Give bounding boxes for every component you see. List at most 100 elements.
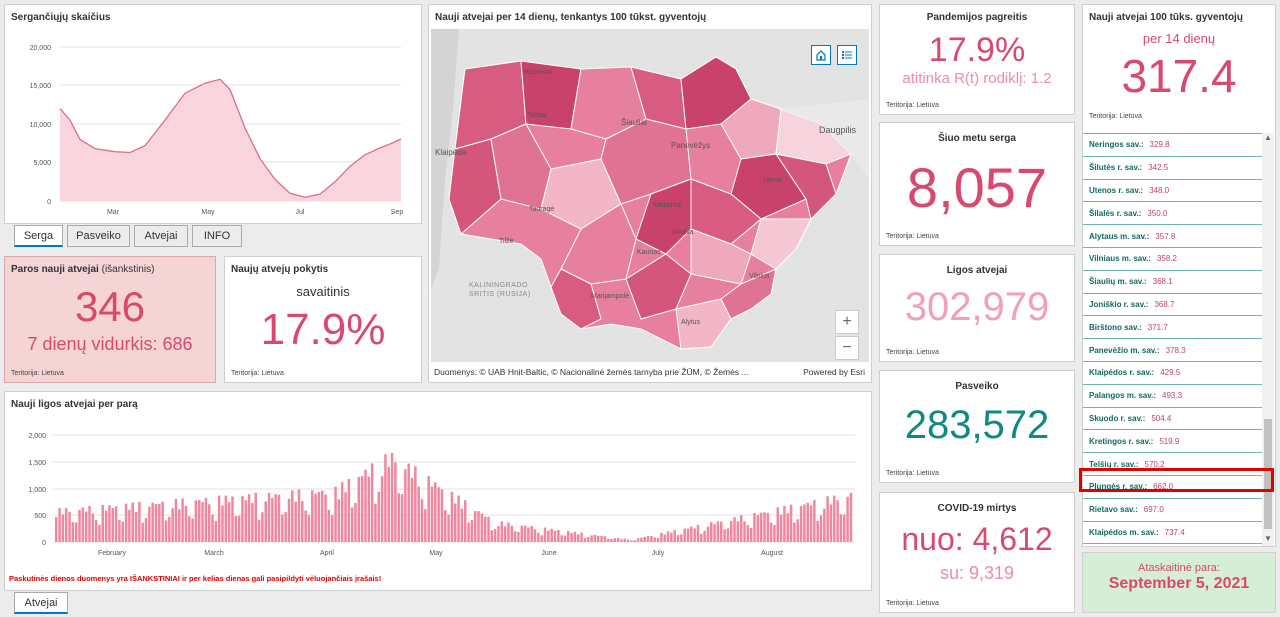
daily-bar[interactable] — [829, 504, 833, 542]
daily-bar[interactable] — [124, 503, 128, 542]
daily-bar[interactable] — [463, 500, 467, 542]
daily-bar[interactable] — [477, 511, 480, 542]
daily-bar[interactable] — [224, 495, 228, 542]
daily-bar[interactable] — [427, 476, 430, 542]
daily-bar[interactable] — [670, 532, 673, 542]
daily-bar[interactable] — [789, 504, 793, 542]
daily-bar[interactable] — [261, 512, 264, 542]
daily-bar[interactable] — [503, 526, 507, 542]
daily-bar[interactable] — [98, 524, 101, 542]
daily-bar[interactable] — [287, 498, 291, 542]
daily-bar[interactable] — [573, 531, 577, 542]
municipality-row[interactable]: Palangos m. sav.: 493.3 — [1083, 385, 1263, 408]
daily-bar[interactable] — [686, 528, 690, 542]
municipality-row[interactable]: Joniškio r. sav.: 368.7 — [1083, 294, 1263, 317]
daily-bar[interactable] — [836, 500, 839, 542]
daily-bar[interactable] — [813, 499, 816, 542]
municipality-row[interactable]: Birštono sav.: 371.7 — [1083, 316, 1263, 340]
daily-bar[interactable] — [693, 528, 696, 542]
municipality-row[interactable]: Neringos sav.: 329.8 — [1083, 134, 1263, 157]
daily-bar[interactable] — [337, 499, 341, 542]
daily-bar[interactable] — [610, 538, 613, 542]
daily-bar[interactable] — [517, 532, 520, 542]
daily-bar[interactable] — [783, 505, 786, 542]
legend-button[interactable] — [837, 45, 857, 65]
daily-bar[interactable] — [660, 532, 663, 542]
daily-bar[interactable] — [204, 497, 208, 542]
daily-bar[interactable] — [550, 528, 553, 542]
tab-info[interactable]: INFO — [192, 225, 242, 247]
daily-bar[interactable] — [407, 463, 410, 542]
daily-bar[interactable] — [424, 509, 427, 542]
daily-bar[interactable] — [454, 503, 457, 542]
daily-bar[interactable] — [826, 496, 829, 542]
daily-bar[interactable] — [650, 536, 653, 542]
daily-bar[interactable] — [799, 506, 803, 542]
daily-bar[interactable] — [497, 525, 500, 542]
daily-bar[interactable] — [304, 510, 307, 542]
daily-bar[interactable] — [377, 491, 381, 542]
daily-bar[interactable] — [600, 535, 603, 542]
daily-bar[interactable] — [706, 526, 710, 542]
daily-bar[interactable] — [414, 466, 417, 542]
daily-bar[interactable] — [483, 516, 487, 542]
daily-bar[interactable] — [766, 512, 770, 542]
daily-bar[interactable] — [101, 504, 105, 542]
daily-bar[interactable] — [257, 519, 261, 542]
daily-bar[interactable] — [563, 535, 567, 542]
daily-bar[interactable] — [207, 504, 211, 542]
home-button[interactable] — [811, 45, 831, 65]
daily-bar[interactable] — [849, 492, 853, 542]
daily-bar[interactable] — [530, 525, 533, 542]
municipality-row[interactable]: Skuodo r. sav.: 504.4 — [1083, 408, 1263, 431]
municipality-row[interactable]: Panevėžio m. sav.: 378.3 — [1083, 339, 1263, 362]
daily-bar[interactable] — [317, 492, 321, 542]
daily-bar[interactable] — [700, 533, 703, 542]
daily-bar[interactable] — [759, 512, 763, 542]
daily-bar[interactable] — [174, 498, 178, 542]
daily-bar[interactable] — [251, 502, 254, 542]
daily-bar[interactable] — [796, 519, 799, 542]
municipality-row[interactable]: Utenos r. sav.: 348.0 — [1083, 180, 1263, 203]
daily-bar[interactable] — [646, 535, 650, 542]
daily-bar[interactable] — [271, 497, 274, 542]
daily-bar[interactable] — [360, 476, 364, 542]
daily-bar[interactable] — [543, 527, 547, 542]
daily-bar[interactable] — [71, 522, 75, 542]
daily-bar[interactable] — [567, 531, 570, 542]
daily-bar[interactable] — [158, 504, 161, 542]
daily-bar[interactable] — [710, 522, 713, 542]
daily-bar[interactable] — [297, 489, 301, 542]
daily-bar[interactable] — [134, 512, 138, 542]
daily-bar[interactable] — [733, 517, 736, 542]
municipality-list[interactable]: Neringos sav.: 329.8 Šilutės r. sav.: 342.5… — [1083, 133, 1263, 544]
daily-bar[interactable] — [347, 479, 351, 542]
daily-bar[interactable] — [593, 534, 597, 542]
daily-bar[interactable] — [171, 508, 174, 542]
daily-bar[interactable] — [473, 511, 477, 542]
scrollbar-up-arrow[interactable]: ▲ — [1264, 133, 1272, 142]
daily-bar[interactable] — [487, 516, 490, 542]
daily-bar[interactable] — [64, 508, 68, 542]
daily-bar[interactable] — [606, 539, 610, 542]
daily-bar[interactable] — [729, 520, 733, 542]
daily-bar[interactable] — [470, 520, 474, 542]
daily-bar[interactable] — [141, 522, 144, 542]
daily-bar[interactable] — [560, 535, 563, 542]
daily-bar[interactable] — [364, 469, 367, 542]
daily-bar[interactable] — [819, 515, 823, 542]
daily-bar[interactable] — [164, 520, 168, 542]
daily-bar[interactable] — [430, 486, 434, 542]
daily-bar[interactable] — [553, 530, 557, 542]
zoom-in-button[interactable]: + — [835, 310, 859, 334]
daily-bar[interactable] — [626, 539, 630, 542]
daily-bar[interactable] — [570, 532, 573, 542]
daily-bar[interactable] — [404, 469, 407, 542]
daily-bar[interactable] — [736, 521, 740, 542]
municipality-row[interactable]: Kretingos r. sav.: 519.9 — [1083, 430, 1263, 454]
daily-bar[interactable] — [264, 501, 267, 542]
daily-bar[interactable] — [234, 516, 238, 542]
daily-bar[interactable] — [763, 512, 766, 542]
daily-bar[interactable] — [131, 502, 134, 542]
tab-serga[interactable]: Serga — [14, 225, 63, 247]
